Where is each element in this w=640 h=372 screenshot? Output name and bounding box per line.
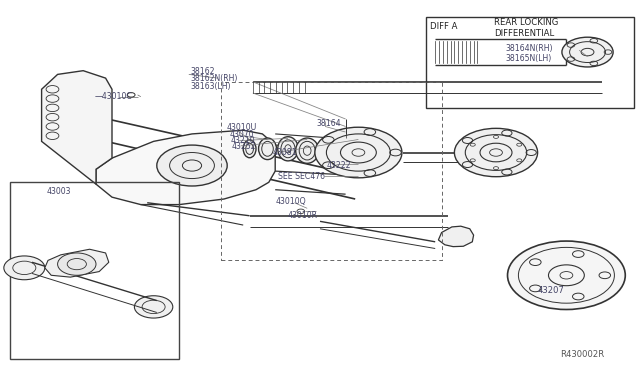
Bar xyxy=(221,82,442,260)
Text: REAR LOCKING: REAR LOCKING xyxy=(494,18,559,27)
Ellipse shape xyxy=(278,137,298,161)
Text: DIFF A: DIFF A xyxy=(430,22,458,31)
Text: 43210: 43210 xyxy=(230,136,255,145)
Circle shape xyxy=(508,241,625,310)
Text: SEE SEC476: SEE SEC476 xyxy=(278,172,325,181)
Bar xyxy=(10,182,179,359)
Polygon shape xyxy=(45,249,109,277)
Text: 43010Q: 43010Q xyxy=(275,197,306,206)
Ellipse shape xyxy=(259,138,276,160)
Text: 43010U: 43010U xyxy=(227,123,257,132)
Bar xyxy=(426,17,634,108)
Circle shape xyxy=(454,128,538,177)
Circle shape xyxy=(134,296,173,318)
Circle shape xyxy=(58,253,96,275)
Text: 38162: 38162 xyxy=(191,67,215,76)
Text: —43010C: —43010C xyxy=(95,92,132,101)
Text: 38165N(LH): 38165N(LH) xyxy=(506,54,552,63)
Text: 38164N(RH): 38164N(RH) xyxy=(506,44,553,53)
Ellipse shape xyxy=(296,138,319,163)
Polygon shape xyxy=(96,130,275,205)
Text: 43010R: 43010R xyxy=(288,211,318,220)
Text: 43207: 43207 xyxy=(538,286,564,295)
Polygon shape xyxy=(42,71,112,184)
Circle shape xyxy=(4,256,45,280)
Text: 38162N(RH): 38162N(RH) xyxy=(191,74,238,83)
Text: 43081: 43081 xyxy=(273,148,297,157)
Circle shape xyxy=(315,127,402,178)
Text: 38163(LH): 38163(LH) xyxy=(191,82,231,91)
Text: 43252: 43252 xyxy=(232,142,256,151)
Text: 38164: 38164 xyxy=(317,119,341,128)
Text: 43222: 43222 xyxy=(326,161,351,170)
Ellipse shape xyxy=(243,140,256,158)
Polygon shape xyxy=(438,226,474,247)
Circle shape xyxy=(562,37,613,67)
Text: R430002R: R430002R xyxy=(560,350,604,359)
Circle shape xyxy=(157,145,227,186)
Text: 43003: 43003 xyxy=(46,187,70,196)
Text: DIFFERENTIAL: DIFFERENTIAL xyxy=(494,29,554,38)
Text: 43070: 43070 xyxy=(229,130,253,139)
